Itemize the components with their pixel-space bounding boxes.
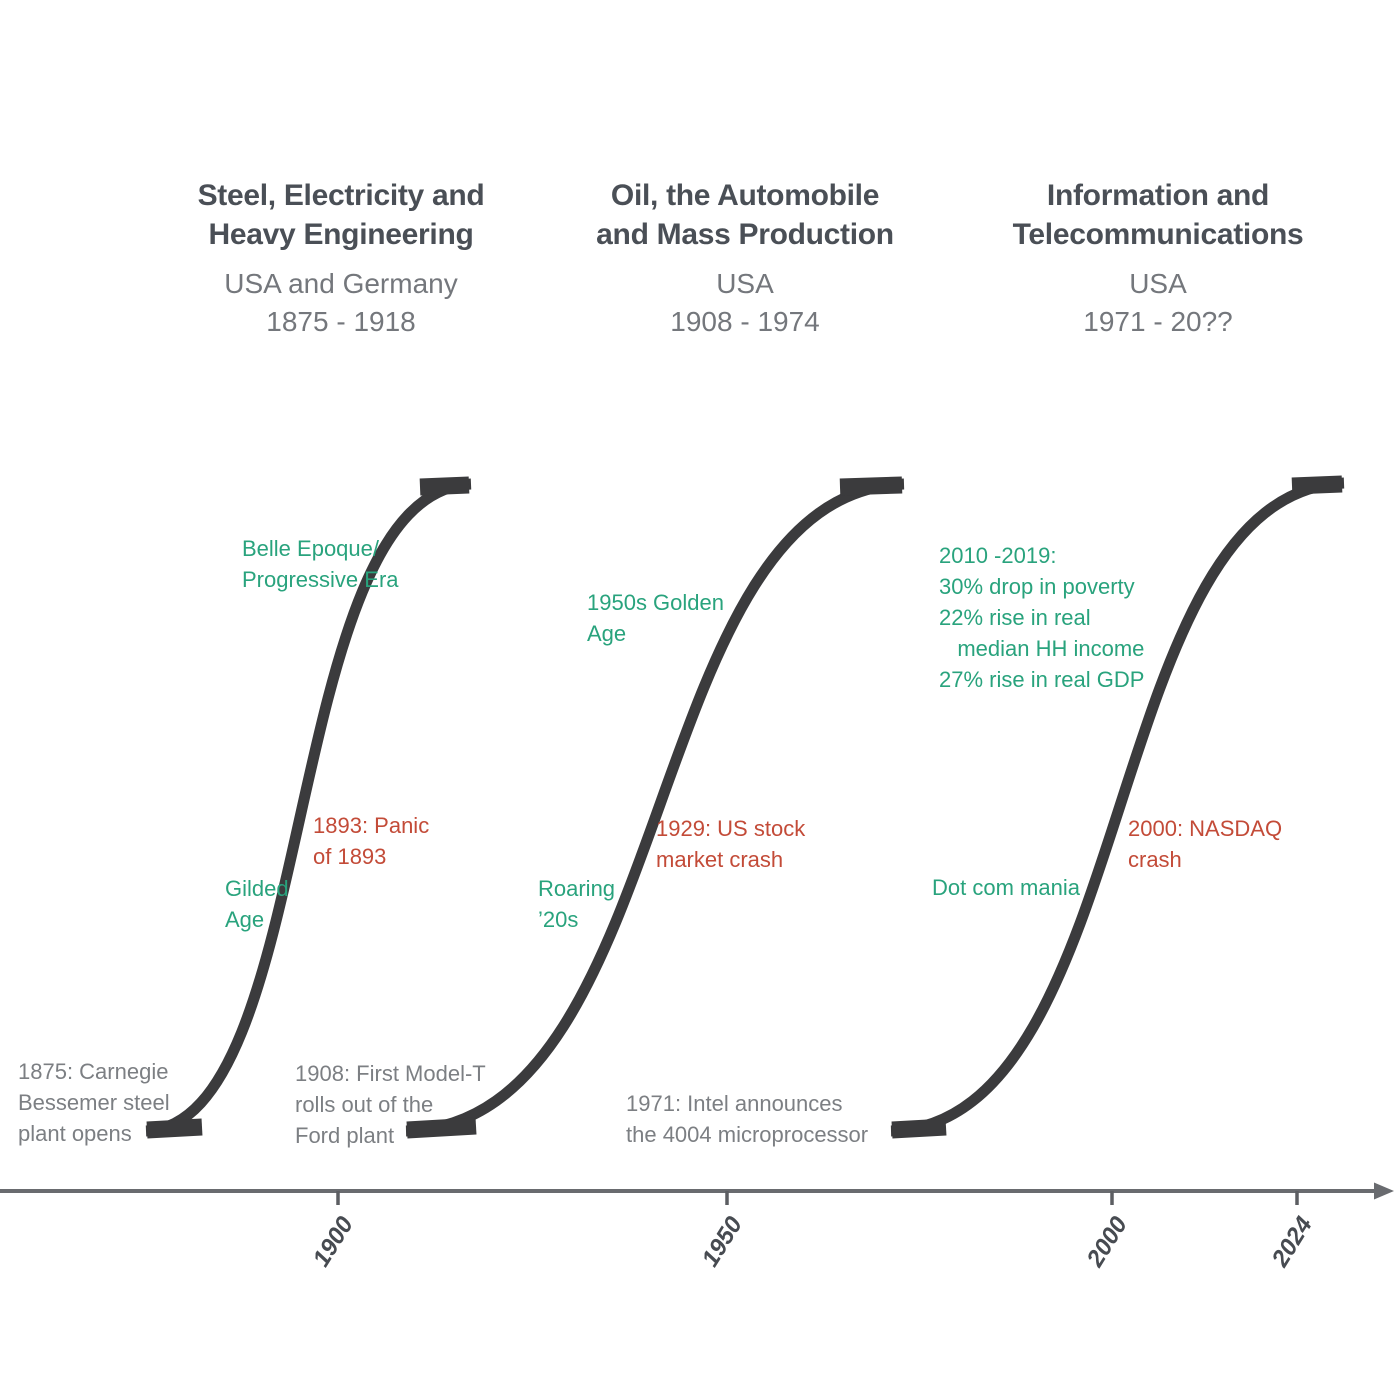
era-region: USA and Germany <box>224 268 458 299</box>
note-model-t-1908: 1908: First Model-T rolls out of the For… <box>295 1061 486 1148</box>
era-region: USA <box>1129 268 1187 299</box>
note-carnegie-1875: 1875: Carnegie Bessemer steel plant open… <box>18 1059 170 1146</box>
era-header-ict: Information and Telecommunications USA 1… <box>958 176 1358 342</box>
era-title: Steel, Electricity and Heavy Engineering <box>197 179 485 251</box>
s-curve-steel <box>145 478 472 1137</box>
era-header-steel: Steel, Electricity and Heavy Engineering… <box>141 176 541 342</box>
era-period: 1908 - 1974 <box>670 306 820 337</box>
s-curve-steel-top-cap <box>419 476 470 496</box>
note-intel-1971: 1971: Intel announces the 4004 microproc… <box>626 1091 869 1147</box>
note-2010-2019-stats: 2010 -2019: 30% drop in poverty 22% rise… <box>939 543 1145 692</box>
x-axis-arrowhead <box>1374 1182 1394 1200</box>
era-title: Information and Telecommunications <box>1012 179 1304 251</box>
note-1950s-golden-age: 1950s Golden Age <box>587 590 724 646</box>
s-curve-ict <box>890 477 1345 1137</box>
note-belle-epoque: Belle Epoque/ Progressive Era <box>242 536 399 592</box>
s-curve-ict-foot-cap <box>891 1118 947 1139</box>
s-curve-oil-top-cap <box>839 476 903 496</box>
note-gilded-age: Gilded Age <box>225 876 289 932</box>
note-panic-1893: 1893: Panic of 1893 <box>313 813 430 869</box>
s-curve-oil-foot-cap <box>406 1117 477 1139</box>
s-curve-oil <box>405 478 905 1137</box>
s-curve-ict-top-cap <box>1291 475 1343 495</box>
note-nasdaq-2000: 2000: NASDAQ crash <box>1128 816 1283 872</box>
era-title: Oil, the Automobile and Mass Production <box>596 179 894 251</box>
s-curve-steel-foot-cap <box>146 1118 203 1139</box>
era-header-oil: Oil, the Automobile and Mass Production … <box>545 176 945 342</box>
note-roaring-20s: Roaring ’20s <box>538 876 616 932</box>
era-period: 1875 - 1918 <box>266 306 416 337</box>
note-dot-com-mania: Dot com mania <box>932 875 1080 900</box>
note-crash-1929: 1929: US stock market crash <box>656 816 806 872</box>
era-region: USA <box>716 268 774 299</box>
era-period: 1971 - 20?? <box>1083 306 1233 337</box>
